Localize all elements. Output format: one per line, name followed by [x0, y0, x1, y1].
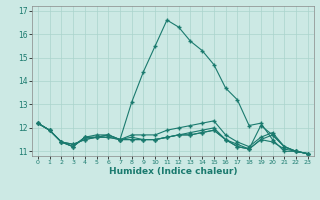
X-axis label: Humidex (Indice chaleur): Humidex (Indice chaleur)	[108, 167, 237, 176]
